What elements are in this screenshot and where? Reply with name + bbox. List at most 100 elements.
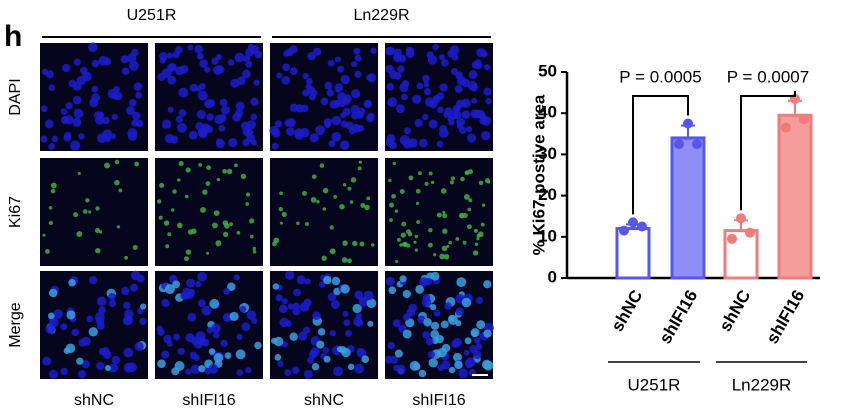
nucleus <box>50 188 56 194</box>
nucleus <box>474 242 479 247</box>
nucleus <box>329 225 334 230</box>
nucleus <box>98 55 109 66</box>
nucleus <box>229 311 239 321</box>
nucleus <box>340 284 350 294</box>
nucleus <box>197 271 208 282</box>
group-label: U251R <box>628 375 681 394</box>
nucleus <box>42 356 52 366</box>
nucleus <box>284 119 292 127</box>
nucleus <box>236 76 246 86</box>
micrograph <box>155 158 263 266</box>
nucleus <box>65 101 73 110</box>
nucleus <box>164 284 175 295</box>
nucleus <box>324 81 333 90</box>
nucleus <box>241 121 251 131</box>
column-label: shIFI16 <box>182 392 235 409</box>
nucleus <box>235 101 245 111</box>
nucleus <box>391 193 396 199</box>
nucleus <box>366 298 377 309</box>
nucleus <box>177 178 181 182</box>
nucleus <box>340 74 350 85</box>
nucleus <box>98 306 106 314</box>
nucleus <box>438 54 446 61</box>
nucleus <box>200 206 206 213</box>
data-point <box>745 227 755 238</box>
nucleus <box>467 207 472 212</box>
nucleus <box>419 138 428 148</box>
nucleus <box>347 186 352 191</box>
nucleus <box>423 81 430 88</box>
nucleus <box>184 194 189 199</box>
nucleus <box>134 161 140 167</box>
nucleus <box>349 200 354 204</box>
nucleus <box>303 326 311 334</box>
nucleus <box>177 122 187 133</box>
nucleus <box>111 113 118 120</box>
nucleus <box>161 350 170 359</box>
nucleus <box>479 116 488 125</box>
nucleus <box>354 70 362 79</box>
nucleus <box>464 170 470 176</box>
nucleus <box>289 67 298 76</box>
nucleus <box>104 365 111 372</box>
nucleus <box>187 312 197 322</box>
nucleus <box>140 303 147 310</box>
nucleus <box>179 65 189 74</box>
nucleus <box>416 220 421 224</box>
nucleus <box>175 115 183 123</box>
nucleus <box>461 297 472 308</box>
nucleus <box>206 251 210 255</box>
nucleus <box>342 240 348 246</box>
nucleus <box>414 118 423 128</box>
micrograph <box>155 271 263 379</box>
y-tick-label: 20 <box>538 185 557 204</box>
nucleus <box>468 198 473 203</box>
nucleus <box>96 111 105 119</box>
nucleus <box>329 248 336 255</box>
nucleus <box>60 367 68 376</box>
nucleus <box>194 44 204 54</box>
row-label: Merge <box>7 302 24 347</box>
nucleus <box>177 222 183 229</box>
nucleus <box>132 244 138 250</box>
nucleus <box>272 241 277 247</box>
nucleus <box>399 243 403 247</box>
nucleus <box>422 293 431 302</box>
nucleus <box>96 321 105 330</box>
micrograph <box>40 42 148 151</box>
nucleus <box>88 210 92 214</box>
nucleus <box>444 302 452 310</box>
nucleus <box>62 63 71 73</box>
nucleus <box>453 352 462 362</box>
micrograph-bg <box>40 158 148 266</box>
nucleus <box>442 228 448 234</box>
nucleus <box>89 98 99 108</box>
nucleus <box>334 83 344 92</box>
nucleus <box>322 347 330 354</box>
nucleus <box>243 54 251 63</box>
nucleus <box>470 109 480 119</box>
nucleus <box>347 363 355 371</box>
nucleus <box>439 253 446 260</box>
nucleus <box>480 222 485 227</box>
nucleus <box>167 232 172 237</box>
nucleus <box>80 66 88 75</box>
nucleus <box>448 366 456 374</box>
nucleus <box>323 355 331 363</box>
group-label: Ln229R <box>732 375 792 394</box>
nucleus <box>48 143 56 151</box>
nucleus <box>387 341 396 350</box>
nucleus <box>341 257 348 263</box>
nucleus <box>187 229 194 235</box>
nucleus <box>186 278 196 288</box>
nucleus <box>224 223 230 229</box>
nucleus <box>172 280 181 289</box>
nucleus <box>437 347 447 358</box>
nucleus <box>282 63 291 72</box>
nucleus <box>455 307 464 316</box>
nucleus <box>312 311 321 320</box>
nucleus <box>71 328 80 337</box>
nucleus <box>415 201 420 206</box>
nucleus <box>476 237 480 241</box>
